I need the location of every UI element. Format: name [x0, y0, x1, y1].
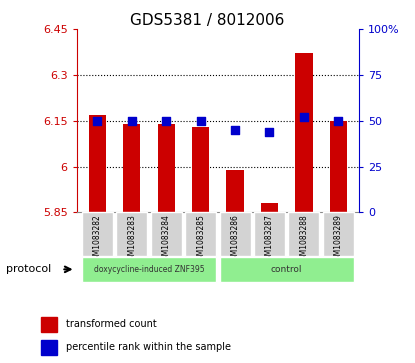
Text: GSM1083287: GSM1083287: [265, 215, 274, 265]
Bar: [192, 127, 209, 212]
Bar: [151, 212, 182, 256]
Bar: [295, 53, 312, 212]
Bar: [261, 203, 278, 212]
Point: [94, 118, 101, 123]
Text: GDS5381 / 8012006: GDS5381 / 8012006: [130, 13, 285, 28]
Bar: [158, 124, 175, 212]
Bar: [89, 115, 106, 212]
Bar: [220, 212, 251, 256]
Text: GSM1083283: GSM1083283: [127, 215, 137, 265]
Bar: [288, 212, 320, 256]
Bar: [82, 212, 113, 256]
Point: [300, 114, 307, 120]
Text: GSM1083286: GSM1083286: [231, 215, 239, 265]
Bar: [330, 121, 347, 212]
Bar: [254, 212, 285, 256]
Bar: [220, 257, 354, 282]
Point: [129, 118, 135, 123]
Text: GSM1083288: GSM1083288: [299, 215, 308, 265]
Text: doxycycline-induced ZNF395: doxycycline-induced ZNF395: [94, 265, 204, 274]
Point: [163, 118, 170, 123]
Bar: [116, 212, 147, 256]
Point: [335, 118, 342, 123]
Bar: [227, 170, 244, 212]
Text: percentile rank within the sample: percentile rank within the sample: [66, 342, 231, 352]
Bar: [123, 124, 140, 212]
Text: GSM1083284: GSM1083284: [162, 215, 171, 265]
Bar: [185, 212, 216, 256]
Bar: [82, 257, 216, 282]
Point: [266, 129, 273, 135]
Text: control: control: [271, 265, 303, 274]
Bar: [41, 339, 57, 355]
Text: protocol: protocol: [6, 264, 51, 274]
Text: GSM1083289: GSM1083289: [334, 215, 343, 265]
Text: GSM1083285: GSM1083285: [196, 215, 205, 265]
Point: [198, 118, 204, 123]
Text: GSM1083282: GSM1083282: [93, 215, 102, 265]
Text: transformed count: transformed count: [66, 319, 157, 330]
Bar: [41, 317, 57, 332]
Bar: [323, 212, 354, 256]
Point: [232, 127, 238, 133]
